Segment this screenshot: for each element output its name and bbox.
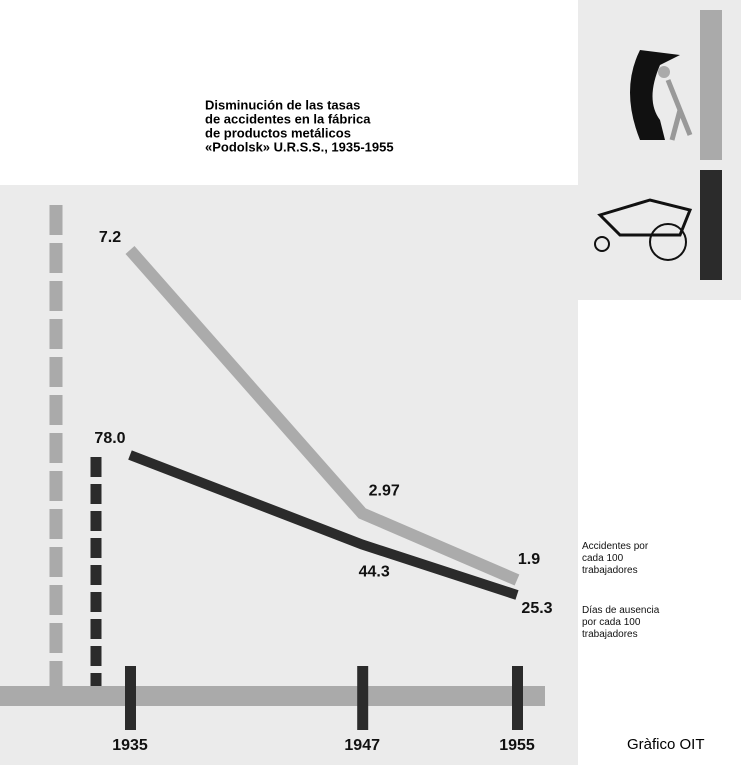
illustration-figure — [594, 236, 610, 252]
data-label: 44.3 — [359, 564, 390, 581]
illustration-bar — [700, 10, 722, 160]
series-line — [128, 450, 519, 600]
illustration-figure — [658, 66, 670, 78]
series-line — [125, 246, 520, 586]
illustration-bar — [700, 170, 722, 280]
data-label: 2.97 — [369, 483, 400, 500]
data-label: 78.0 — [94, 430, 125, 447]
legend-entry: Días de ausencia por cada 100 trabajador… — [582, 605, 660, 640]
x-tick — [357, 666, 369, 730]
data-label: 25.3 — [521, 600, 552, 617]
data-label: 1.9 — [518, 551, 540, 568]
chart-title: de productos metálicos — [205, 125, 351, 140]
chart-title: Disminución de las tasas — [205, 97, 360, 112]
chart-title: «Podolsk» U.R.S.S., 1935-1955 — [205, 139, 394, 154]
illustration-figure — [597, 198, 693, 237]
x-tick-label: 1935 — [112, 737, 148, 754]
axis-bar — [0, 686, 545, 706]
background-page — [0, 185, 578, 765]
chart-title: de accidentes en la fábrica — [205, 111, 371, 126]
x-tick-label: 1955 — [499, 737, 535, 754]
data-label: 7.2 — [99, 229, 121, 246]
illustration-figure — [649, 223, 687, 261]
legend-entry: Accidentes por cada 100 trabajadores — [582, 541, 649, 576]
illustration-figure — [665, 79, 693, 141]
source: Gràfico OIT — [627, 736, 705, 753]
x-tick — [512, 666, 523, 730]
x-tick — [125, 666, 136, 730]
illustration-figure — [630, 50, 680, 140]
x-tick-label: 1947 — [344, 737, 380, 754]
